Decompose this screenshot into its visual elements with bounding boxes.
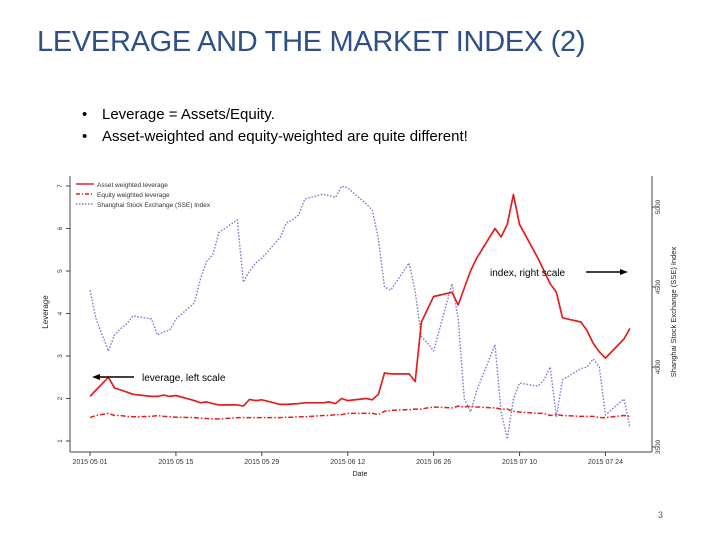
- x-tick-label: 2015 06 12: [330, 459, 365, 466]
- series-line: [89, 185, 631, 440]
- annotation-right-scale: index, right scale: [490, 268, 628, 279]
- left-tick-label: 6: [57, 226, 64, 230]
- plot-frame: [69, 176, 653, 453]
- x-tick-label: 2015 06 26: [416, 459, 451, 466]
- left-tick-label: 1: [57, 439, 64, 443]
- annotation-left-scale: leverage, left scale: [92, 373, 226, 384]
- left-axis-label: Leverage: [41, 295, 50, 329]
- left-tick-label: 4: [57, 311, 64, 315]
- left-tick-label: 2: [57, 396, 64, 400]
- legend: Asset weighted leverage Equity weighted …: [76, 182, 211, 209]
- x-tick-label: 2015 05 01: [72, 459, 107, 466]
- left-tick-label: 7: [57, 184, 64, 188]
- annotation-text: leverage, left scale: [142, 373, 226, 384]
- bullet-dot-icon: •: [82, 128, 88, 145]
- right-axis: 3500 4000 4500 5000: [652, 199, 662, 454]
- bullet-item: • Leverage = Assets/Equity.: [80, 104, 468, 126]
- x-tick-label: 2015 07 10: [502, 459, 537, 466]
- left-axis: 1 2 3 4 5 6 7: [57, 184, 70, 443]
- series-layer: [89, 185, 631, 440]
- right-axis-label: Shanghai Stock Exchange (SSE) Index: [669, 247, 678, 378]
- bullet-dot-icon: •: [82, 106, 88, 123]
- x-tick-label: 2015 05 29: [244, 459, 279, 466]
- x-tick-label: 2015 07 24: [588, 459, 623, 466]
- right-tick-label: 4500: [655, 279, 662, 294]
- right-tick-label: 4000: [655, 359, 662, 374]
- x-axis-label: Date: [353, 471, 368, 478]
- bullet-list: • Leverage = Assets/Equity. • Asset-weight…: [80, 104, 468, 148]
- legend-label: Shanghai Stock Exchange (SSE) Index: [97, 202, 211, 209]
- x-axis: 2015 05 01 2015 05 15 2015 05 29 2015 06 12…: [72, 452, 623, 466]
- legend-label: Equity weighted leverage: [97, 192, 170, 199]
- right-tick-label: 5000: [655, 199, 662, 214]
- bullet-item: • Asset-weighted and equity-weighted are …: [80, 126, 468, 148]
- series-line: [89, 405, 631, 420]
- annotation-text: index, right scale: [490, 268, 565, 279]
- legend-label: Asset weighted leverage: [97, 182, 168, 189]
- left-tick-label: 5: [57, 269, 64, 273]
- right-tick-label: 3500: [655, 439, 662, 454]
- bullet-text: Leverage = Assets/Equity.: [102, 106, 275, 123]
- page-number: 3: [658, 510, 664, 520]
- bullet-text: Asset-weighted and equity-weighted are q…: [102, 128, 468, 145]
- x-tick-label: 2015 05 15: [158, 459, 193, 466]
- series-line: [89, 193, 631, 407]
- slide-title: LEVERAGE AND THE MARKET INDEX (2): [37, 26, 586, 58]
- left-tick-label: 3: [57, 354, 64, 358]
